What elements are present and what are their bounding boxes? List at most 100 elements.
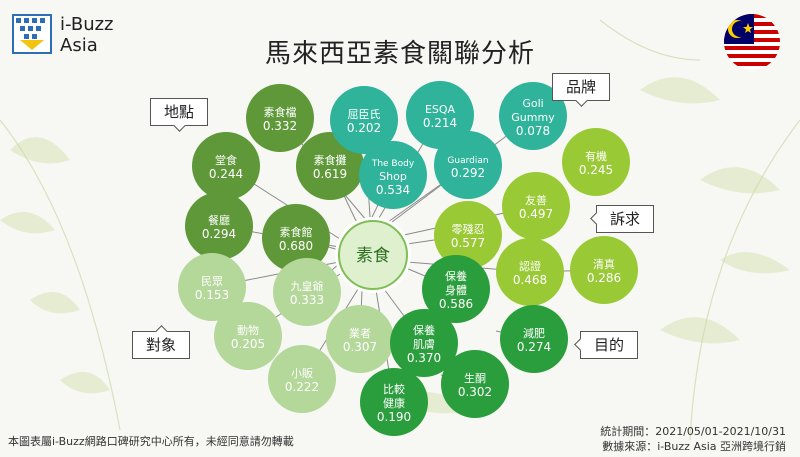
- node-circle: [500, 305, 568, 373]
- node-label: 認證: [519, 259, 541, 273]
- node-label: The Body: [371, 159, 415, 169]
- node-circle: [406, 81, 474, 149]
- node-circle: [359, 141, 427, 209]
- node-circle: [502, 172, 570, 240]
- node-circle: [434, 131, 502, 199]
- node-circle: [441, 350, 509, 418]
- node-label: 素食檔: [264, 105, 297, 119]
- node-value: 0.214: [423, 116, 457, 130]
- node-label: 餐廳: [208, 213, 230, 227]
- node-label: 保養: [445, 269, 467, 283]
- node-value: 0.370: [407, 351, 441, 365]
- node-value: 0.332: [263, 119, 297, 133]
- stat-period: 統計期間：2021/05/01-2021/10/31: [600, 425, 786, 438]
- data-source: 數據來源：i-Buzz Asia 亞洲跨境行銷: [602, 440, 786, 453]
- node-circle: [570, 236, 638, 304]
- node-value: 0.302: [458, 385, 492, 399]
- node-value: 0.577: [451, 236, 485, 250]
- node-value: 0.202: [347, 121, 381, 135]
- node-label: 身體: [445, 283, 467, 297]
- node-circle: [562, 128, 630, 196]
- node-circle: [214, 302, 282, 370]
- node-label: 素食攤: [314, 153, 347, 167]
- node-circle: [326, 305, 394, 373]
- node-label: Goli: [522, 97, 543, 110]
- node-demand-10: 有機0.245: [562, 128, 630, 196]
- brand-line-2: Asia: [60, 35, 98, 56]
- node-audience-19: 小販0.222: [268, 345, 336, 413]
- brand-name: i-Buzz Asia: [60, 14, 114, 56]
- node-value: 0.153: [195, 288, 229, 302]
- node-value: 0.245: [579, 163, 613, 177]
- node-label: 比較: [383, 382, 405, 396]
- i-buzz-logo-icon: [12, 14, 52, 54]
- node-circle: [499, 82, 567, 150]
- tag-demand: 訴求: [596, 205, 654, 233]
- node-label: Gummy: [511, 111, 555, 124]
- node-circle: [246, 84, 314, 152]
- node-circle: [434, 201, 502, 269]
- node-label: 健康: [383, 396, 405, 410]
- node-label: 業者: [349, 327, 371, 340]
- node-label: 動物: [237, 323, 259, 337]
- node-circle: [192, 132, 260, 200]
- node-circle: [178, 253, 246, 321]
- node-label: 清真: [593, 257, 615, 271]
- tag-brand: 品牌: [552, 73, 610, 101]
- node-purpose-22: 減肥0.274: [500, 305, 568, 373]
- node-value: 0.497: [519, 207, 553, 221]
- node-value: 0.619: [313, 167, 347, 181]
- node-circle: [273, 258, 341, 326]
- node-circle: [185, 192, 253, 260]
- node-demand-13: 認證0.468: [496, 238, 564, 306]
- node-circle: [360, 368, 428, 436]
- node-label: 堂食: [215, 153, 237, 167]
- node-value: 0.078: [516, 124, 550, 138]
- node-label: 屈臣氏: [348, 108, 381, 121]
- node-label: 友善: [525, 193, 547, 207]
- tag-purpose: 目的: [580, 331, 638, 359]
- node-circle: [390, 309, 458, 377]
- center-node: 素食: [335, 217, 411, 293]
- page-title: 馬來西亞素食關聯分析: [264, 39, 535, 69]
- node-value: 0.333: [290, 293, 324, 307]
- node-value: 0.244: [209, 167, 243, 181]
- footer-info: 統計期間：2021/05/01-2021/10/31 數據來源：i-Buzz A…: [600, 424, 786, 454]
- node-label: 有機: [585, 149, 607, 163]
- node-value: 0.680: [279, 239, 313, 253]
- node-value: 0.534: [376, 183, 410, 197]
- node-circle: [496, 238, 564, 306]
- node-audience-15: 民眾0.153: [178, 253, 246, 321]
- node-label: 保養: [413, 323, 435, 337]
- node-circle: [262, 204, 330, 272]
- node-audience-18: 業者0.307: [326, 305, 394, 373]
- node-purpose-23: 生酮0.302: [441, 350, 509, 418]
- node-label: Guardian: [447, 156, 488, 166]
- node-label: ESQA: [425, 103, 456, 116]
- node-value: 0.274: [517, 340, 551, 354]
- node-circle: [330, 86, 398, 154]
- node-circle: [422, 255, 490, 323]
- node-value: 0.292: [451, 166, 485, 180]
- node-label: 小販: [291, 367, 313, 380]
- node-place-3: 餐廳0.294: [185, 192, 253, 260]
- node-label: 肌膚: [413, 337, 435, 351]
- node-audience-17: 動物0.205: [214, 302, 282, 370]
- node-value: 0.468: [513, 273, 547, 287]
- tag-place: 地點: [150, 98, 208, 126]
- tag-audience: 對象: [132, 331, 190, 359]
- node-value: 0.307: [343, 340, 377, 354]
